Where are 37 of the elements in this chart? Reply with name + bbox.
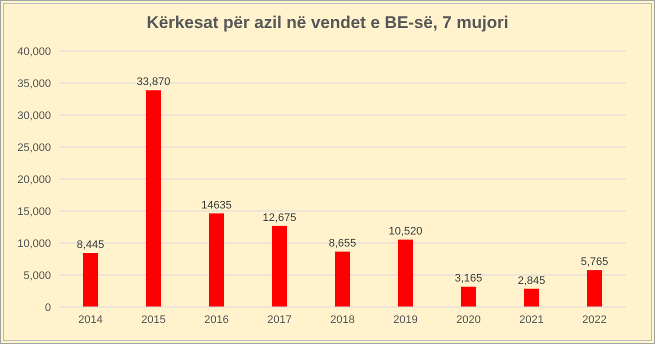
data-label: 8,445 (76, 238, 104, 251)
bar (272, 226, 288, 307)
x-tick-label: 2020 (456, 314, 481, 326)
x-tick-label: 2015 (141, 314, 166, 326)
bar (460, 286, 476, 307)
y-tick-label: 15,000 (17, 206, 51, 218)
y-tick-label: 5,000 (23, 270, 51, 282)
bar (398, 240, 414, 307)
x-tick-label: 2014 (78, 314, 103, 326)
bar (334, 252, 350, 307)
x-tick-label: 2019 (393, 314, 418, 326)
bar (524, 288, 540, 307)
y-tick-label: 30,000 (17, 110, 51, 122)
data-label: 3,165 (454, 272, 482, 285)
data-label: 8,655 (328, 238, 356, 250)
x-tick-label: 2018 (330, 314, 355, 326)
x-tick-label: 2022 (582, 314, 607, 326)
y-tick-label: 10,000 (17, 238, 51, 250)
bar (82, 252, 98, 307)
y-tick-label: 35,000 (17, 78, 51, 90)
bar (146, 90, 162, 307)
data-label: 12,675 (262, 212, 296, 224)
bar (208, 213, 224, 307)
y-tick-label: 25,000 (17, 142, 51, 154)
x-tick-label: 2016 (204, 314, 229, 326)
data-label: 33,870 (136, 76, 170, 88)
data-label: 5,765 (580, 256, 608, 268)
x-tick-label: 2021 (519, 314, 544, 326)
data-label: 10,520 (388, 226, 422, 238)
data-label: 14635 (201, 199, 232, 212)
y-tick-label: 0 (44, 302, 51, 314)
x-tick-label: 2017 (267, 314, 292, 326)
bar (586, 270, 602, 307)
y-tick-label: 40,000 (17, 46, 51, 58)
chart-title: Kërkesat për azil në vendet e BE-së, 7 mujori (146, 13, 510, 33)
data-label: 2,845 (518, 274, 546, 287)
y-tick-label: 20,000 (17, 174, 51, 186)
